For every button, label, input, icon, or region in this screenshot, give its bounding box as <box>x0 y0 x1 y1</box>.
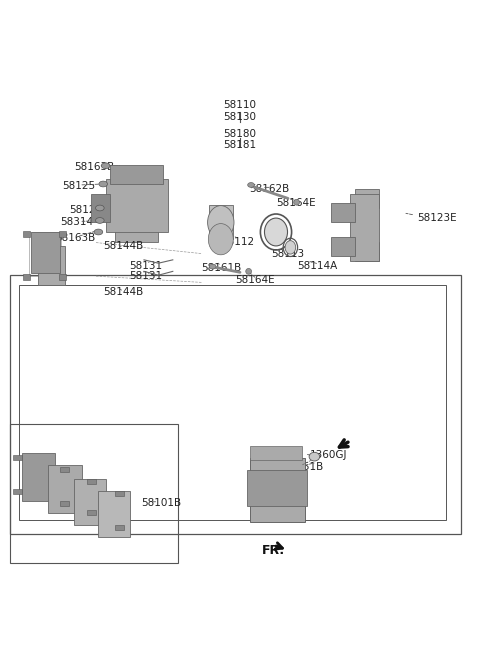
Ellipse shape <box>101 163 110 169</box>
Text: 58164E: 58164E <box>235 275 275 285</box>
Ellipse shape <box>264 218 288 246</box>
FancyBboxPatch shape <box>48 465 82 513</box>
Ellipse shape <box>96 218 104 223</box>
Text: 58314: 58314 <box>60 217 93 228</box>
FancyBboxPatch shape <box>59 274 66 280</box>
Ellipse shape <box>96 205 104 211</box>
Text: 58123E: 58123E <box>418 213 457 222</box>
FancyBboxPatch shape <box>38 247 65 285</box>
FancyBboxPatch shape <box>106 179 168 232</box>
Text: 58110
58130: 58110 58130 <box>224 100 256 121</box>
Ellipse shape <box>246 268 252 274</box>
FancyBboxPatch shape <box>13 455 22 460</box>
Text: 58112: 58112 <box>221 237 254 247</box>
FancyBboxPatch shape <box>23 231 30 237</box>
FancyBboxPatch shape <box>110 165 163 184</box>
Text: 58163B: 58163B <box>55 233 96 243</box>
Ellipse shape <box>248 182 254 188</box>
Text: 1360GJ: 1360GJ <box>310 450 347 461</box>
FancyBboxPatch shape <box>250 445 302 460</box>
FancyBboxPatch shape <box>355 189 379 208</box>
FancyBboxPatch shape <box>60 501 69 506</box>
FancyBboxPatch shape <box>22 453 55 501</box>
FancyBboxPatch shape <box>74 479 106 525</box>
FancyBboxPatch shape <box>115 525 124 529</box>
Text: 58125: 58125 <box>62 182 96 192</box>
Text: 58114A: 58114A <box>298 260 338 270</box>
FancyBboxPatch shape <box>98 491 130 537</box>
Text: 58120: 58120 <box>70 205 103 215</box>
FancyBboxPatch shape <box>355 241 379 261</box>
FancyBboxPatch shape <box>331 203 355 222</box>
FancyBboxPatch shape <box>115 227 158 241</box>
Text: 58162B: 58162B <box>250 184 290 194</box>
Ellipse shape <box>208 224 233 255</box>
Text: 58101B: 58101B <box>142 498 182 508</box>
FancyBboxPatch shape <box>91 194 110 222</box>
FancyBboxPatch shape <box>250 458 305 522</box>
FancyBboxPatch shape <box>331 237 355 256</box>
FancyBboxPatch shape <box>350 194 379 261</box>
FancyBboxPatch shape <box>115 491 124 496</box>
Text: 58113: 58113 <box>271 249 304 258</box>
Text: 58180
58181: 58180 58181 <box>223 129 257 150</box>
FancyBboxPatch shape <box>87 479 96 484</box>
Ellipse shape <box>285 241 296 254</box>
Text: 58131: 58131 <box>130 271 163 281</box>
Ellipse shape <box>208 205 234 239</box>
FancyBboxPatch shape <box>60 467 69 472</box>
Ellipse shape <box>309 453 320 461</box>
FancyBboxPatch shape <box>209 205 233 239</box>
Ellipse shape <box>209 264 216 269</box>
FancyBboxPatch shape <box>87 510 96 515</box>
Text: 58161B: 58161B <box>202 262 242 272</box>
Text: 58144B: 58144B <box>103 241 144 251</box>
Ellipse shape <box>294 199 300 205</box>
Ellipse shape <box>99 181 108 187</box>
Text: 58151B: 58151B <box>283 462 324 472</box>
Text: 58144B: 58144B <box>103 287 144 297</box>
FancyBboxPatch shape <box>247 470 307 506</box>
FancyBboxPatch shape <box>23 274 30 280</box>
FancyBboxPatch shape <box>13 489 22 493</box>
FancyBboxPatch shape <box>31 232 60 273</box>
Text: 58163B: 58163B <box>74 162 115 173</box>
Ellipse shape <box>94 229 103 235</box>
Text: 58164E: 58164E <box>276 198 316 208</box>
FancyBboxPatch shape <box>59 231 66 237</box>
Text: FR.: FR. <box>262 544 285 557</box>
Text: 58131: 58131 <box>130 260 163 270</box>
